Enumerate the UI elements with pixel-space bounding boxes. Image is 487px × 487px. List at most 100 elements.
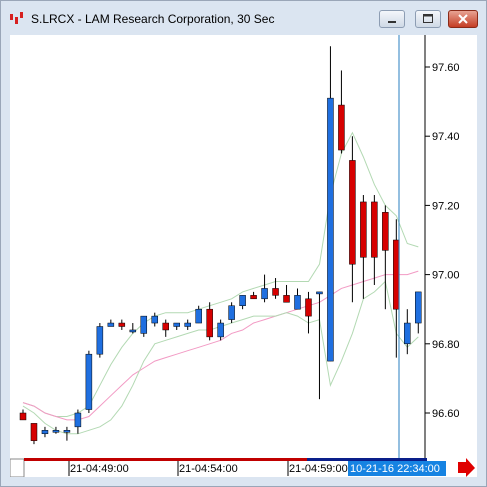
candle — [217, 319, 224, 341]
minimize-button[interactable] — [379, 10, 405, 28]
candle — [239, 295, 246, 310]
candle — [74, 409, 82, 434]
candle — [85, 350, 93, 413]
candle — [283, 284, 290, 303]
close-icon — [458, 14, 468, 24]
candle — [272, 278, 279, 299]
candle — [261, 274, 268, 303]
candle-body-down — [162, 322, 169, 331]
price-tick-label: 96.60 — [432, 408, 460, 420]
candle-body-down — [206, 308, 213, 338]
candle-body-up — [327, 97, 334, 362]
time-tick-label-2: 21-04:54:00 — [179, 463, 238, 475]
candle-body-up — [140, 315, 148, 334]
price-tick-label: 97.60 — [432, 62, 460, 74]
price-tick-label: 97.40 — [432, 131, 460, 143]
price-tick-label: 97.20 — [432, 200, 460, 212]
candle-body-down — [272, 288, 279, 296]
title-bar[interactable]: S.LRCX - LAM Research Corporation, 30 Se… — [1, 1, 486, 35]
scroll-left-box[interactable] — [9, 458, 25, 478]
candle-body-down — [349, 160, 356, 265]
candle-body-up — [151, 315, 159, 324]
candle-body-down — [250, 295, 257, 300]
candle — [173, 322, 180, 330]
candle — [360, 195, 367, 299]
candle-body-up — [261, 288, 268, 300]
candle — [30, 423, 38, 445]
candle — [294, 288, 301, 310]
candle-body-down — [393, 239, 400, 310]
close-button[interactable] — [448, 10, 478, 28]
candle-body-up — [415, 291, 422, 324]
price-tick-label: 96.80 — [432, 339, 460, 351]
time-tick-3: 21-04:59:00 — [287, 461, 348, 476]
candle-body-down — [338, 104, 345, 151]
window-title: S.LRCX - LAM Research Corporation, 30 Se… — [31, 12, 275, 26]
candle-body-down — [19, 412, 27, 421]
candle-body-up — [404, 322, 411, 345]
candle-body-up — [316, 291, 323, 295]
time-scroll-track-blue[interactable] — [307, 458, 427, 461]
chart-app-icon — [10, 12, 23, 24]
candle — [151, 312, 159, 327]
candles — [19, 46, 422, 445]
candle-body-down — [305, 298, 312, 317]
minimize-icon — [388, 21, 396, 23]
candle — [96, 323, 104, 358]
candle — [41, 426, 49, 438]
candle-body-down — [360, 201, 367, 258]
candle-body-down — [30, 423, 38, 441]
candle — [250, 291, 257, 300]
candle-body-up — [173, 322, 180, 327]
candle — [107, 319, 115, 327]
candle — [195, 305, 202, 324]
candlestick-chart[interactable]: 96.60 96.80 97.00 97.20 97.40 97.60 21-04:49:… — [9, 35, 477, 478]
moving-average-line — [22, 270, 419, 421]
candle — [140, 315, 148, 337]
candle-body-up — [129, 329, 137, 333]
candle-body-up — [217, 322, 224, 338]
candle — [382, 205, 389, 310]
candle — [162, 319, 169, 337]
time-tick-label-3: 21-04:59:00 — [289, 463, 348, 475]
time-tick-1: 21-04:49:00 — [68, 461, 129, 476]
candle — [316, 291, 323, 400]
candle-body-up — [184, 322, 191, 327]
candle-body-up — [195, 308, 202, 324]
candle-body-up — [294, 295, 301, 310]
maximize-icon — [423, 14, 433, 23]
time-tick-2: 21-04:54:00 — [177, 461, 238, 476]
candle-body-down — [382, 212, 389, 251]
candle — [206, 302, 213, 341]
price-axis: 96.60 96.80 97.00 97.20 97.40 97.60 — [425, 62, 460, 420]
chart-area[interactable]: 96.60 96.80 97.00 97.20 97.40 97.60 21-04:49:… — [9, 35, 477, 478]
maximize-button[interactable] — [415, 10, 441, 28]
candle — [349, 136, 356, 303]
candle-body-up — [52, 430, 60, 433]
bollinger-lower-line — [22, 280, 419, 435]
candle — [415, 291, 422, 334]
candle-body-up — [41, 430, 49, 435]
cursor-time-label-bg — [348, 461, 446, 476]
candle — [63, 426, 71, 441]
time-tick-label-1: 21-04:49:00 — [70, 463, 129, 475]
candle — [338, 70, 345, 154]
candle — [52, 426, 60, 434]
candle-body-up — [96, 326, 104, 355]
candle-body-up — [63, 430, 71, 433]
time-scroll-track-red[interactable] — [24, 458, 307, 461]
candle-body-up — [228, 305, 235, 320]
candle — [184, 319, 191, 330]
candle — [129, 323, 137, 334]
candle — [19, 409, 27, 421]
candle-body-up — [74, 412, 82, 428]
price-tick-label: 97.00 — [432, 270, 460, 282]
candle — [327, 46, 334, 362]
candle — [404, 309, 411, 355]
candle — [118, 319, 126, 330]
scroll-right-arrow-icon[interactable] — [458, 458, 475, 477]
bollinger-upper-line — [22, 131, 419, 417]
candle-body-up — [85, 353, 93, 410]
candle-body-up — [107, 322, 115, 327]
candle-body-down — [283, 295, 290, 303]
